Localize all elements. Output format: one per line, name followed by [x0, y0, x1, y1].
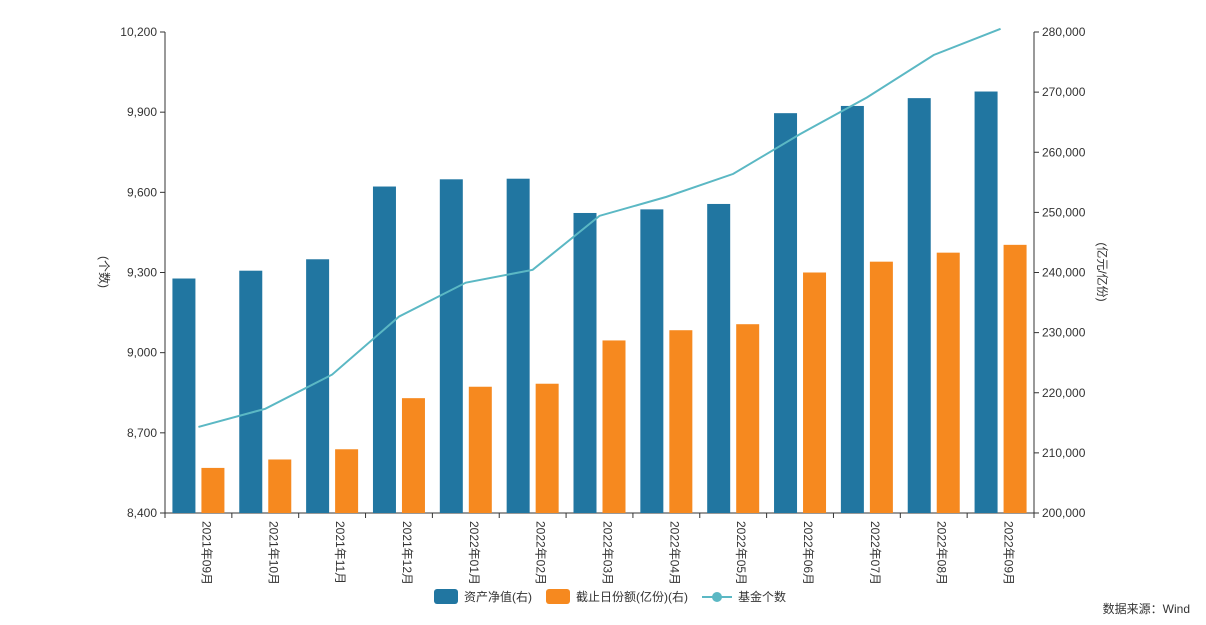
bar-net-assets — [974, 91, 998, 514]
bar-shares — [936, 252, 960, 513]
bar-net-assets — [372, 186, 396, 514]
bar-shares — [268, 459, 292, 513]
bar-shares — [335, 449, 359, 513]
legend-swatch — [434, 589, 458, 604]
right-axis-title: (亿元/亿份) — [1095, 242, 1110, 301]
bar-net-assets — [506, 178, 530, 513]
bar-shares — [401, 398, 425, 513]
right-axis-tick-label: 240,000 — [1042, 266, 1086, 280]
bar-shares — [468, 386, 492, 513]
right-axis-tick-label: 280,000 — [1042, 25, 1086, 39]
x-axis-tick-label: 2022年08月 — [935, 521, 949, 585]
left-axis-tick-label: 8,700 — [127, 426, 157, 440]
bar-shares — [869, 261, 893, 513]
bar-net-assets — [907, 98, 931, 513]
x-axis-tick-label: 2022年03月 — [601, 521, 615, 585]
axes: 8,400 8,700 9,000 9,300 9,600 9,900 10,200 200,… — [97, 25, 1110, 585]
x-axis-tick-label: 2022年07月 — [868, 521, 882, 585]
left-axis-tick-label: 9,300 — [127, 266, 157, 280]
x-axis-tick-label: 2021年11月 — [333, 521, 347, 584]
bar-shares — [669, 330, 693, 513]
x-axis-tick-label: 2021年09月 — [199, 521, 213, 585]
right-axis-tick-label: 210,000 — [1042, 446, 1086, 460]
legend-label: 基金个数 — [738, 589, 786, 604]
legend-swatch — [546, 589, 570, 604]
line-series — [198, 27, 1001, 428]
x-axis-tick-label: 2022年01月 — [467, 521, 481, 585]
left-axis-tick-label: 9,000 — [127, 346, 157, 360]
bar-shares — [535, 383, 559, 513]
x-axis-tick-label: 2022年05月 — [734, 521, 748, 585]
legend-label: 截止日份额(亿份)(右) — [576, 589, 688, 604]
right-axis-tick-label: 250,000 — [1042, 205, 1086, 219]
legend-marker — [712, 592, 722, 602]
x-axis-tick-label: 2022年04月 — [667, 521, 681, 585]
source-note: 数据来源：Wind — [1102, 602, 1190, 616]
right-axis-tick-label: 270,000 — [1042, 85, 1086, 99]
bar-shares — [602, 340, 626, 513]
left-axis-tick-label: 10,200 — [120, 25, 157, 39]
x-axis-tick-label: 2021年12月 — [400, 521, 414, 585]
bars — [172, 91, 1027, 514]
bar-net-assets — [239, 270, 263, 513]
bar-net-assets — [640, 209, 664, 513]
bar-net-assets — [306, 259, 330, 513]
bar-shares — [1003, 244, 1027, 513]
left-axis-tick-label: 9,900 — [127, 105, 157, 119]
bar-shares — [803, 272, 827, 513]
right-axis-tick-label: 230,000 — [1042, 326, 1086, 340]
x-axis-tick-label: 2022年02月 — [534, 521, 548, 585]
x-axis-tick-label: 2022年09月 — [1002, 521, 1016, 585]
legend: 资产净值(右) 截止日份额(亿份)(右) 基金个数 — [434, 589, 786, 604]
bar-net-assets — [172, 278, 196, 513]
x-axis-tick-label: 2021年10月 — [266, 521, 280, 585]
left-axis-title: (个数) — [97, 256, 112, 288]
bar-shares — [201, 467, 225, 513]
left-axis-tick-label: 8,400 — [127, 506, 157, 520]
right-axis-tick-label: 260,000 — [1042, 145, 1086, 159]
bar-net-assets — [707, 203, 731, 513]
x-axis-tick-label: 2022年06月 — [801, 521, 815, 585]
bar-net-assets — [774, 113, 798, 513]
bar-shares — [736, 324, 760, 513]
right-axis-tick-label: 200,000 — [1042, 506, 1086, 520]
left-axis-tick-label: 9,600 — [127, 185, 157, 199]
bar-net-assets — [573, 212, 597, 513]
legend-label: 资产净值(右) — [464, 589, 532, 604]
right-axis-tick-label: 220,000 — [1042, 386, 1086, 400]
bar-net-assets — [439, 179, 463, 513]
bar-net-assets — [840, 105, 864, 514]
